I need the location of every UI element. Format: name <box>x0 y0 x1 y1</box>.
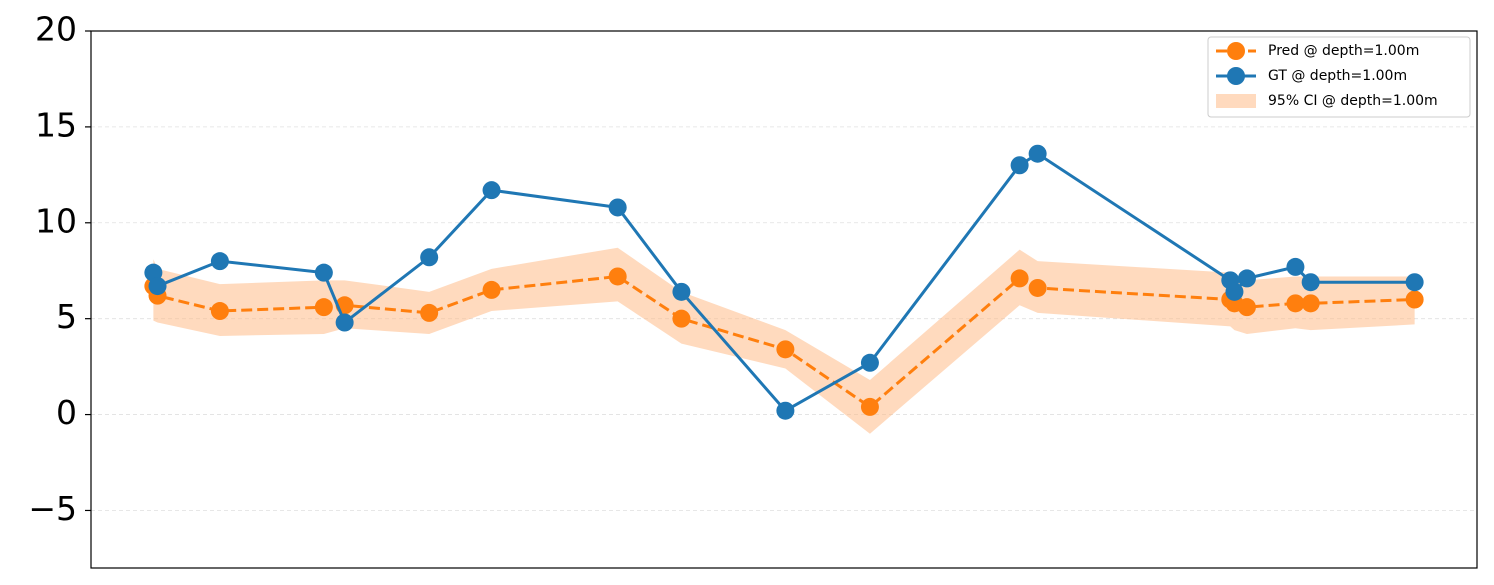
marker <box>210 252 229 271</box>
legend-marker <box>1227 67 1245 85</box>
marker <box>148 277 167 296</box>
legend-marker <box>1227 42 1245 60</box>
marker <box>672 309 691 328</box>
marker <box>1028 144 1047 163</box>
marker <box>860 397 879 416</box>
marker <box>1237 298 1256 317</box>
marker <box>608 267 627 286</box>
marker <box>672 282 691 301</box>
marker <box>860 353 879 372</box>
y-tick-label: 0 <box>56 393 77 432</box>
marker <box>1028 278 1047 297</box>
y-tick-label: 5 <box>56 297 77 336</box>
marker <box>1301 294 1320 313</box>
legend: Pred @ depth=1.00m GT @ depth=1.00m 95% CI… <box>1207 36 1471 118</box>
y-tick-label: 15 <box>35 105 77 144</box>
marker <box>420 303 439 322</box>
y-tick-label: −5 <box>28 489 77 528</box>
legend-box <box>1207 36 1471 118</box>
marker <box>420 248 439 267</box>
marker <box>1010 156 1029 175</box>
marker <box>776 401 795 420</box>
legend-label: GT @ depth=1.00m <box>1268 68 1407 84</box>
marker <box>1405 290 1424 309</box>
legend-swatch <box>1216 94 1256 108</box>
marker <box>482 181 501 200</box>
y-tick-label: 20 <box>35 10 77 49</box>
marker <box>608 198 627 217</box>
marker <box>1301 273 1320 292</box>
marker <box>1286 294 1305 313</box>
legend-label: Pred @ depth=1.00m <box>1268 43 1419 59</box>
marker <box>776 340 795 359</box>
marker <box>1225 282 1244 301</box>
marker <box>1010 269 1029 288</box>
marker <box>482 280 501 299</box>
legend-label: 95% CI @ depth=1.00m <box>1268 93 1438 109</box>
marker <box>1286 257 1305 276</box>
marker <box>335 313 354 332</box>
marker <box>1237 269 1256 288</box>
y-tick-label: 10 <box>35 201 77 240</box>
marker <box>1405 273 1424 292</box>
marker <box>314 298 333 317</box>
marker <box>210 302 229 321</box>
plot-frame <box>90 30 1478 569</box>
marker <box>314 263 333 282</box>
